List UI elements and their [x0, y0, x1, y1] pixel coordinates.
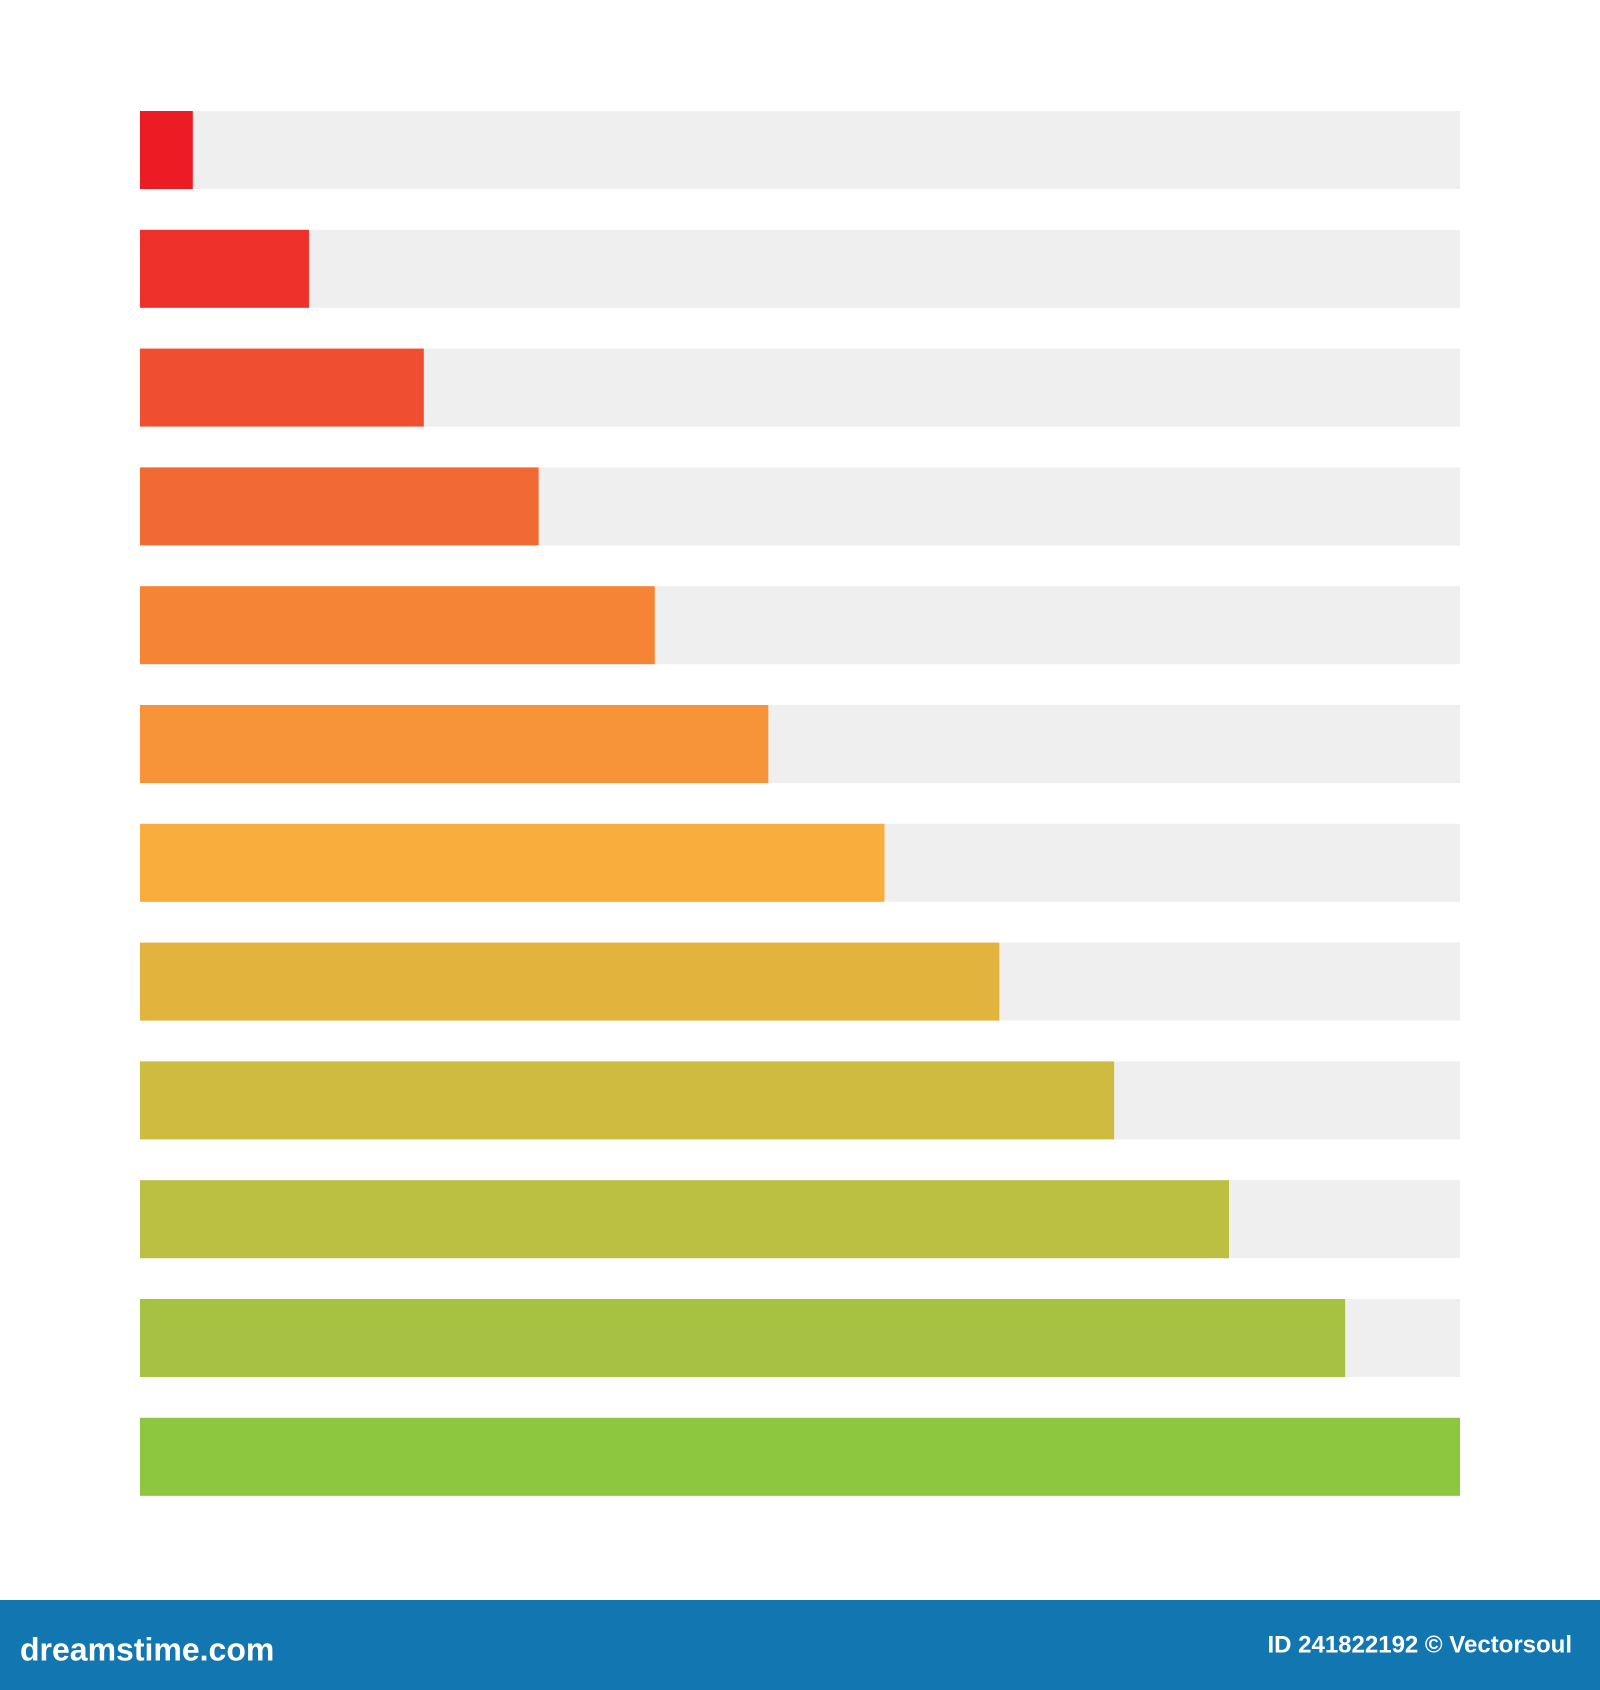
progress-fill — [140, 467, 539, 546]
progress-fill — [140, 586, 655, 665]
progress-fill — [140, 111, 193, 189]
progress-fill — [140, 705, 769, 783]
progress-fill — [140, 229, 309, 308]
progress-track — [140, 111, 1460, 189]
footer-credit: ID 241822192 © Vectorsoul — [1267, 1631, 1572, 1658]
footer-bar — [0, 1600, 1600, 1690]
progress-fill — [140, 823, 885, 902]
progress-fill — [140, 942, 1000, 1021]
progress-fill — [140, 1061, 1115, 1140]
progress-fill — [140, 1417, 1460, 1496]
progress-track — [140, 229, 1460, 308]
progress-fill — [140, 348, 424, 427]
footer-brand: dreamstime.com — [20, 1631, 274, 1667]
progress-fill — [140, 1180, 1229, 1259]
progress-fill — [140, 1299, 1346, 1377]
